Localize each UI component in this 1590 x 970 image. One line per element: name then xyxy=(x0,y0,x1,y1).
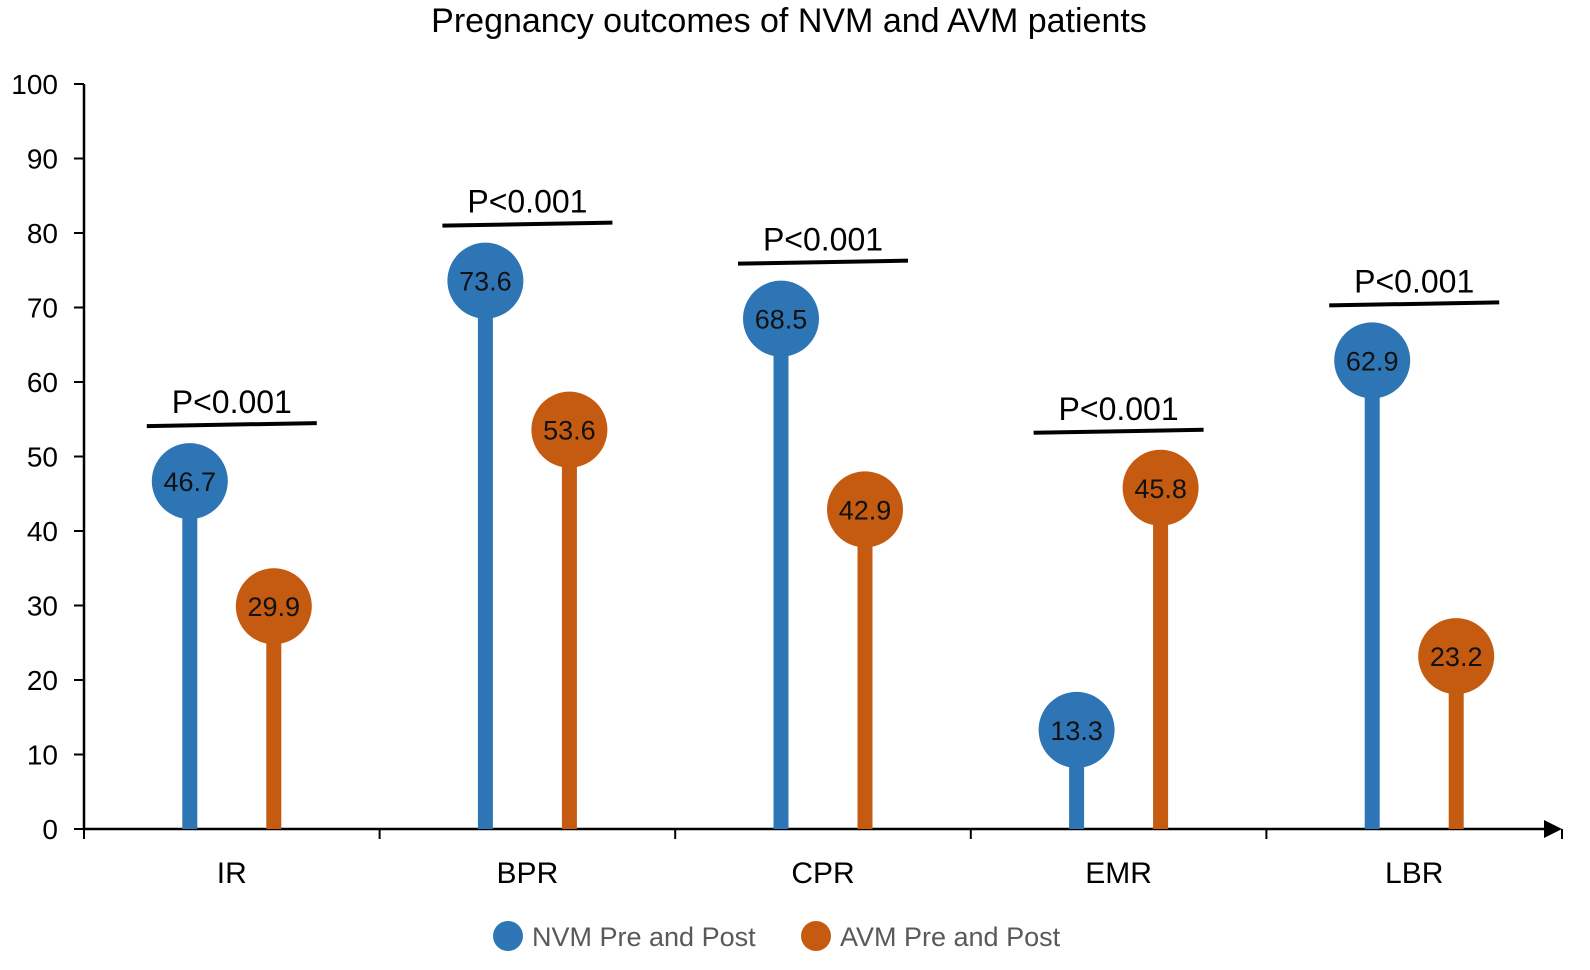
plot-area: 0 10 20 30 40 50 60 70 80 90 100 IR BPR CPR EMR LBR 46.7… xyxy=(11,69,1563,890)
lollipop-stem xyxy=(477,280,493,829)
lollipop-stem xyxy=(182,481,198,829)
significance-bar xyxy=(1033,427,1204,435)
lollipop-head xyxy=(1418,618,1495,695)
legend: NVM Pre and Post AVM Pre and Post xyxy=(493,921,1061,952)
data-label: 62.9 xyxy=(1346,346,1399,376)
p-value-label: P<0.001 xyxy=(1059,391,1179,427)
y-tick-label: 20 xyxy=(27,665,58,696)
data-label: 46.7 xyxy=(164,467,217,497)
lollipop-head xyxy=(1122,449,1199,526)
data-label: 53.6 xyxy=(543,416,596,446)
lollipop-head xyxy=(531,391,608,468)
lollipop-stem xyxy=(1153,487,1169,829)
lollipop-stem xyxy=(266,606,282,829)
x-category-label: IR xyxy=(217,857,247,890)
y-tick-label: 50 xyxy=(27,442,58,473)
data-label: 42.9 xyxy=(839,495,892,525)
lollipop-stem xyxy=(1364,360,1380,829)
p-value-label: P<0.001 xyxy=(467,184,587,220)
p-value-label: P<0.001 xyxy=(172,384,292,420)
lollipop-stem xyxy=(1448,656,1464,829)
data-label: 13.3 xyxy=(1050,716,1103,746)
data-label: 68.5 xyxy=(755,305,808,335)
p-value-label: P<0.001 xyxy=(1354,263,1474,299)
x-category-label: BPR xyxy=(497,857,559,890)
p-value-label: P<0.001 xyxy=(763,222,883,258)
lollipop-head xyxy=(1334,322,1411,399)
y-tick-label: 10 xyxy=(27,740,58,771)
lollipop-head xyxy=(1038,691,1115,768)
y-tick-label: 60 xyxy=(27,367,58,398)
data-label: 23.2 xyxy=(1430,642,1483,672)
significance-bar xyxy=(146,421,317,429)
lollipop-stem xyxy=(857,509,873,829)
chart-title: Pregnancy outcomes of NVM and AVM patien… xyxy=(431,2,1147,40)
data-label: 45.8 xyxy=(1134,474,1187,504)
y-tick-label: 80 xyxy=(27,218,58,249)
x-category-label: EMR xyxy=(1085,857,1152,890)
legend-label: NVM Pre and Post xyxy=(532,922,756,952)
y-tick-label: 40 xyxy=(27,516,58,547)
data-label: 29.9 xyxy=(248,592,301,622)
lollipop-stem xyxy=(773,318,789,829)
significance-bar xyxy=(1329,300,1500,308)
data-label: 73.6 xyxy=(459,267,512,297)
y-tick-label: 90 xyxy=(27,144,58,175)
x-category-label: LBR xyxy=(1385,857,1443,890)
y-tick-label: 0 xyxy=(42,814,58,845)
significance-bar xyxy=(737,258,909,266)
lollipop-head xyxy=(151,443,228,520)
y-tick-label: 100 xyxy=(11,69,58,100)
legend-label: AVM Pre and Post xyxy=(840,922,1061,952)
y-tick-label: 70 xyxy=(27,293,58,324)
legend-marker-icon xyxy=(493,921,523,951)
lollipop-head xyxy=(447,242,524,319)
x-axis-arrow-icon xyxy=(1544,820,1562,838)
x-category-label: CPR xyxy=(791,857,854,890)
lollipop-head xyxy=(235,568,312,645)
legend-marker-icon xyxy=(801,921,831,951)
y-tick-label: 30 xyxy=(27,591,58,622)
lollipop-stem xyxy=(561,429,577,829)
significance-bar xyxy=(442,220,613,228)
lollipop-head xyxy=(743,280,819,357)
lollipop-head xyxy=(827,471,903,548)
